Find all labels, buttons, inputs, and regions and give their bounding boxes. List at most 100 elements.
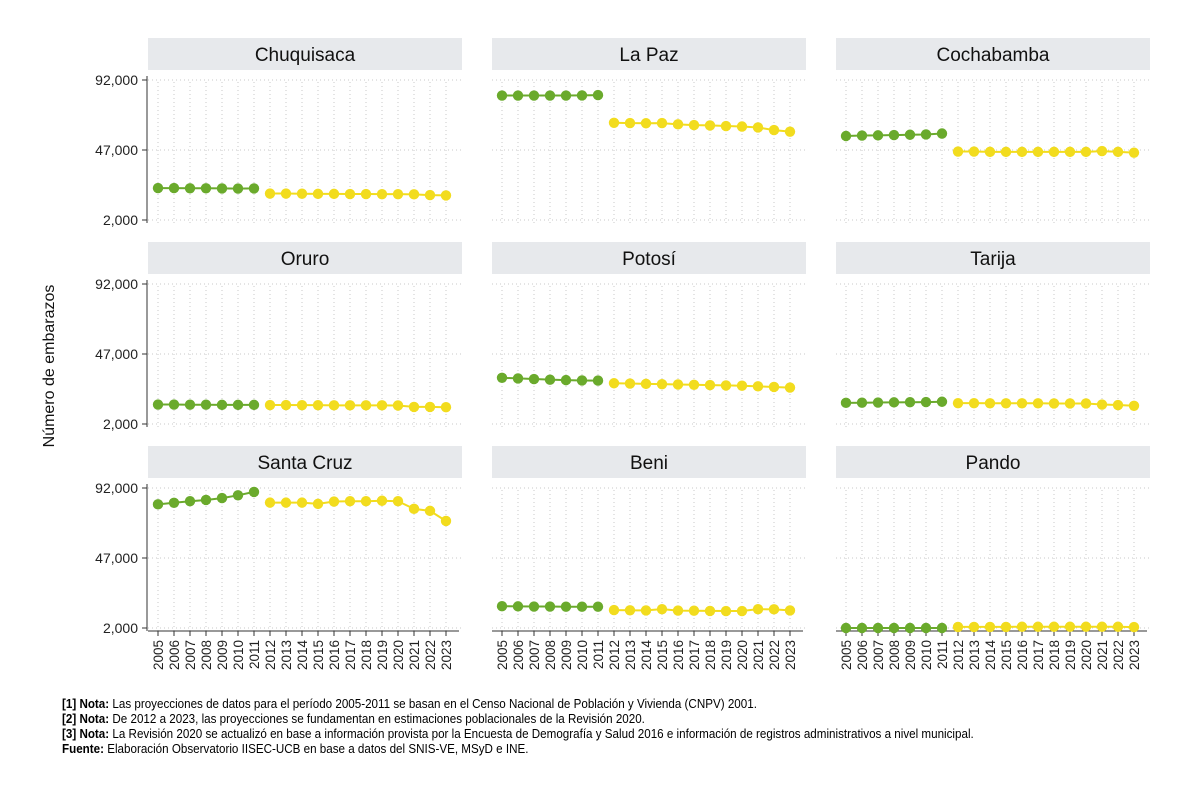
data-point	[1096, 145, 1108, 157]
data-point	[544, 374, 556, 385]
note-1: [1] Nota: Las proyecciones de datos para…	[62, 697, 757, 711]
x-tick-label: 2018	[359, 640, 374, 670]
data-point	[656, 603, 668, 615]
data-point	[968, 621, 980, 633]
series-revision2020-line	[270, 499, 447, 522]
data-point	[640, 378, 652, 390]
data-point	[840, 130, 852, 142]
data-point	[200, 399, 212, 410]
data-point	[936, 622, 948, 634]
data-point	[784, 126, 796, 137]
x-tick-label: 2015	[311, 640, 326, 670]
data-point	[1128, 400, 1140, 411]
data-point	[888, 622, 900, 634]
data-point	[704, 379, 716, 391]
panel-header	[148, 38, 462, 70]
data-point	[424, 401, 436, 413]
x-tick-label: 2008	[887, 640, 902, 670]
data-point	[672, 119, 684, 130]
x-tick-label: 2023	[439, 640, 454, 670]
panel: Cochabamba	[836, 38, 1150, 223]
data-point	[1000, 621, 1012, 633]
data-point	[936, 128, 948, 139]
data-point	[424, 505, 436, 517]
x-tick-label: 2009	[559, 640, 574, 670]
data-point	[656, 378, 668, 390]
panel: Beni 2005 2006 2007 2008 2009 2010 2011 2012 2013…	[492, 446, 806, 670]
y-tick-label: 2,000	[103, 416, 138, 432]
data-point	[280, 399, 292, 411]
data-point	[952, 621, 964, 633]
data-point	[576, 375, 588, 386]
data-point	[784, 382, 796, 393]
data-point	[752, 122, 764, 133]
data-point	[720, 120, 732, 132]
series-revision2020-line	[270, 404, 447, 409]
data-point	[872, 397, 884, 408]
data-point	[1000, 398, 1012, 409]
data-point	[528, 601, 540, 612]
data-point	[1048, 398, 1060, 409]
data-point	[168, 182, 180, 194]
x-tick-label: 2015	[999, 640, 1014, 670]
y-axis-label: Número de embarazos	[41, 285, 58, 448]
data-point	[1064, 621, 1076, 632]
data-point	[840, 397, 852, 409]
data-point	[184, 496, 196, 507]
note-3: [3] Nota: La Revisión 2020 se actualizó …	[62, 727, 974, 741]
data-point	[592, 601, 604, 612]
data-point	[296, 497, 308, 508]
data-point	[1096, 621, 1108, 632]
gridlines	[148, 79, 462, 223]
data-point	[544, 90, 556, 101]
data-point	[312, 498, 324, 510]
data-point	[752, 381, 764, 392]
panel-header	[836, 38, 1150, 70]
data-point	[720, 605, 732, 617]
data-point	[512, 90, 524, 101]
series-revision2020-line	[958, 150, 1135, 154]
data-point	[856, 130, 868, 141]
x-tick-label: 2017	[687, 640, 702, 670]
x-tick-label: 2020	[1079, 640, 1094, 670]
data-point	[704, 120, 716, 131]
source-note: Fuente: Elaboración Observatorio IISEC-U…	[62, 742, 529, 756]
x-tick-label: 2010	[231, 640, 246, 670]
data-point	[904, 129, 916, 140]
y-tick-label: 2,000	[103, 212, 138, 228]
x-tick-label: 2011	[935, 640, 950, 669]
data-point	[576, 90, 588, 101]
panel-title: Santa Cruz	[257, 453, 352, 474]
data-point	[496, 90, 508, 101]
data-point	[392, 400, 404, 411]
x-tick-label: 2018	[1047, 640, 1062, 670]
data-point	[424, 189, 436, 201]
data-point	[312, 188, 324, 200]
data-point	[496, 601, 508, 612]
x-tick-label: 2012	[951, 640, 966, 670]
data-point	[784, 605, 796, 616]
data-point	[296, 399, 308, 411]
data-point	[440, 190, 452, 201]
x-tick-label: 2011	[591, 640, 606, 669]
x-tick-label: 2008	[543, 640, 558, 670]
data-point	[392, 496, 404, 507]
data-point	[768, 604, 780, 615]
x-tick-label: 2022	[1111, 640, 1126, 670]
x-tick-label: 2007	[183, 640, 198, 670]
data-point	[408, 189, 420, 200]
data-point	[496, 372, 508, 383]
data-point	[920, 622, 932, 634]
data-point	[264, 188, 276, 199]
x-tick-label: 2013	[967, 640, 982, 670]
data-point	[688, 605, 700, 616]
data-point	[328, 400, 340, 411]
data-point	[1032, 398, 1044, 409]
data-point	[592, 375, 604, 386]
x-tick-label: 2016	[327, 640, 342, 670]
data-point	[1016, 398, 1028, 409]
x-tick-label: 2014	[639, 640, 654, 671]
data-point	[952, 397, 964, 409]
data-point	[1032, 621, 1044, 632]
